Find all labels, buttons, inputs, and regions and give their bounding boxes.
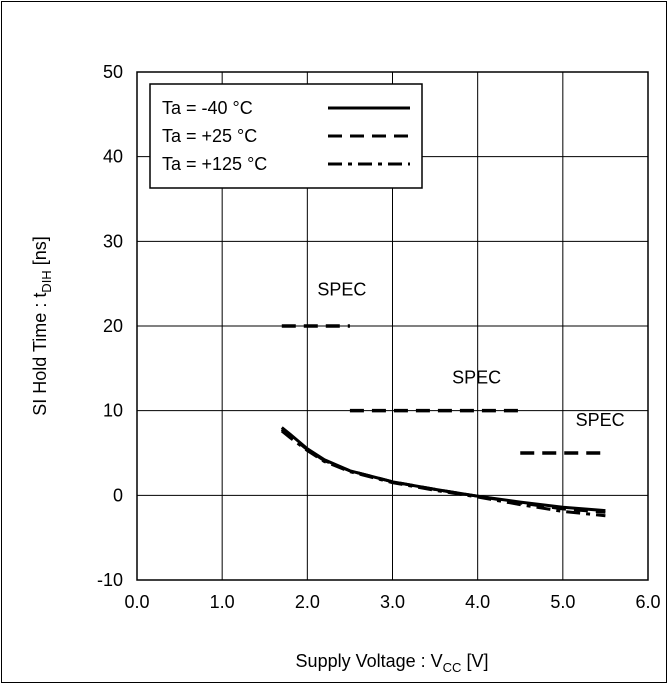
spec-label: SPEC	[452, 368, 501, 388]
y-tick-label: 30	[103, 231, 123, 251]
y-tick-label: 10	[103, 401, 123, 421]
y-tick-label: 50	[103, 62, 123, 82]
y-tick-labels: -10 0 10 20 30 40 50	[97, 62, 123, 590]
x-tick-labels: 0.0 1.0 2.0 3.0 4.0 5.0 6.0	[124, 592, 660, 612]
spec-lines: SPEC SPEC SPEC	[281, 280, 625, 455]
x-tick-label: 3.0	[380, 592, 405, 612]
x-axis-label: Supply Voltage : VCC [V]	[296, 651, 489, 675]
legend-label: Ta = -40 °C	[162, 98, 253, 118]
y-tick-label: -10	[97, 570, 123, 590]
series-line	[280, 426, 606, 513]
y-axis-label: SI Hold Time : tDIH [ns]	[30, 236, 54, 415]
legend-label: Ta = +125 °C	[162, 154, 267, 174]
series-line	[280, 429, 606, 518]
y-tick-label: 0	[113, 485, 123, 505]
spec-label: SPEC	[317, 280, 366, 300]
series-line	[280, 428, 606, 514]
x-tick-label: 6.0	[635, 592, 660, 612]
spec-label: SPEC	[576, 410, 625, 430]
x-tick-label: 1.0	[210, 592, 235, 612]
x-tick-label: 0.0	[124, 592, 149, 612]
legend: Ta = -40 °C Ta = +25 °C Ta = +125 °C	[149, 83, 423, 189]
series-lines	[280, 426, 606, 518]
y-tick-label: 20	[103, 316, 123, 336]
x-tick-label: 4.0	[465, 592, 490, 612]
x-tick-label: 2.0	[295, 592, 320, 612]
legend-label: Ta = +25 °C	[162, 126, 257, 146]
x-tick-label: 5.0	[550, 592, 575, 612]
plot-area	[136, 71, 649, 581]
y-tick-label: 40	[103, 147, 123, 167]
